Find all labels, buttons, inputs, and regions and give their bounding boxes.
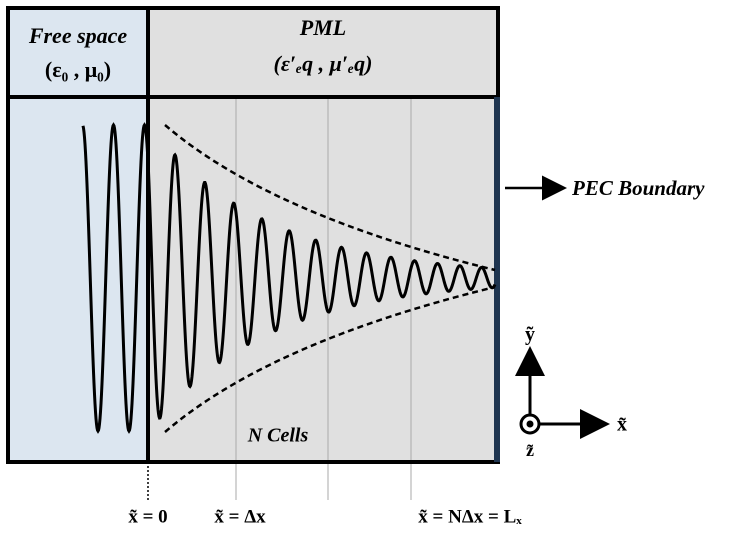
position-label: x̃ = 0 (128, 506, 167, 527)
position-label: x̃ = NΔx = Lₓ (418, 506, 522, 527)
n-cells-label: N Cells (247, 425, 309, 447)
cell-lines (235, 97, 412, 500)
x-axis-label: x̃ (617, 414, 627, 436)
z-axis-label: z̃ (526, 440, 534, 460)
pml-params: (ε′ₑq , μ′ₑq) (274, 51, 373, 76)
y-axis-label: ỹ (525, 324, 535, 346)
pec-label: PEC Boundary (571, 176, 705, 200)
free-space-params: (ε₀ , μ₀) (45, 57, 111, 82)
position-label: x̃ = Δx (214, 506, 266, 527)
free-space-title: Free space (28, 23, 128, 48)
pml-region (148, 8, 498, 462)
pml-title: PML (299, 15, 346, 40)
wave (81, 122, 497, 434)
envelope-lower (164, 285, 496, 433)
envelope-upper (164, 124, 496, 272)
z-axis-dot (526, 420, 534, 428)
